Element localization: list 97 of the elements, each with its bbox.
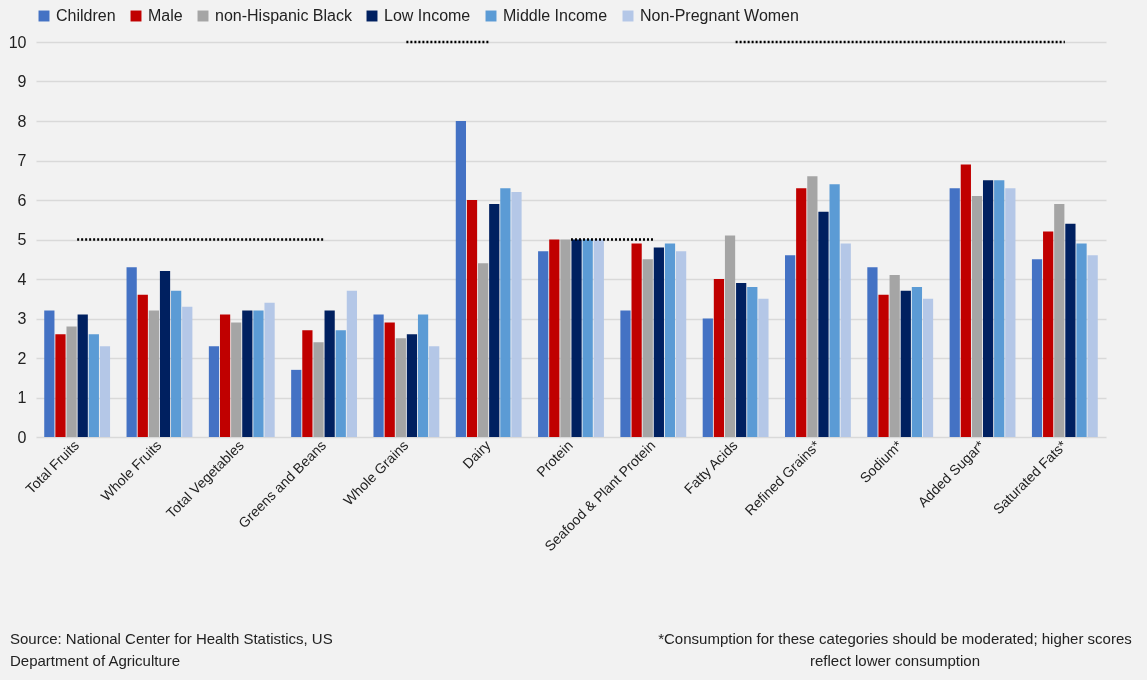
bar (346, 290, 357, 437)
bar (747, 286, 758, 437)
bar (208, 346, 220, 437)
bar (878, 294, 889, 437)
bar (960, 164, 971, 437)
bar (466, 200, 478, 437)
bar (159, 271, 171, 437)
bar (900, 290, 911, 437)
bar (1087, 255, 1098, 437)
bar (702, 318, 713, 437)
text: *Consumption for these categories should be moderated; higher scores reflect lower consumption (657, 629, 1133, 671)
bar (664, 243, 676, 437)
bar (1076, 243, 1087, 437)
y-tick-label: 0 (17, 428, 27, 446)
bar (171, 290, 182, 437)
y-tick-label: 3 (17, 310, 27, 327)
y-tick-label: 2 (17, 349, 27, 367)
bar (291, 369, 302, 437)
bar (1065, 223, 1076, 437)
bar (807, 176, 818, 437)
bar (538, 251, 549, 437)
legend-label: Children (56, 7, 116, 24)
bar (982, 180, 994, 437)
bar (676, 251, 687, 437)
bar (736, 282, 747, 437)
bar (395, 338, 406, 437)
bar (713, 279, 725, 437)
bar (455, 121, 466, 437)
bar (867, 267, 878, 437)
bar (582, 239, 593, 437)
bar (324, 310, 335, 437)
bar (549, 239, 560, 437)
bar (796, 188, 807, 437)
bar (829, 184, 840, 437)
bar (219, 314, 231, 437)
bar (253, 310, 264, 437)
bar (77, 314, 88, 437)
bar (126, 267, 137, 437)
y-tick-label: 7 (17, 152, 27, 169)
bar (313, 342, 324, 437)
bar (631, 243, 642, 437)
y-tick-label: 1 (17, 389, 27, 406)
bar (55, 334, 66, 437)
y-tick-label: 6 (17, 191, 27, 209)
bar (620, 310, 631, 437)
bar (889, 275, 900, 437)
bar (429, 346, 440, 437)
bar (231, 322, 242, 437)
bar (511, 192, 522, 437)
bar (264, 302, 275, 437)
bar (758, 298, 769, 437)
bar (593, 239, 604, 437)
bar (949, 188, 960, 437)
bar (373, 314, 384, 437)
bar (148, 310, 160, 437)
source-note: Source: National Center for Health Statistics, US Department of Agriculture (10, 629, 334, 671)
bar (642, 259, 653, 437)
bar (182, 306, 193, 437)
legend-label: Non-Pregnant Women (640, 7, 799, 24)
bar (406, 334, 418, 437)
legend-label: Middle Income (503, 7, 608, 24)
bar (44, 310, 55, 437)
bar (818, 211, 829, 437)
bar (417, 314, 429, 437)
bar (66, 326, 77, 437)
y-tick-label: 10 (8, 33, 27, 51)
bar (335, 330, 346, 437)
bar (1054, 203, 1065, 437)
bar (99, 346, 111, 437)
bar (724, 235, 736, 437)
bar (994, 180, 1005, 437)
bar (1031, 259, 1043, 437)
bar (840, 243, 851, 437)
y-tick-label: 8 (17, 112, 27, 130)
bar (1043, 231, 1054, 437)
bar (560, 239, 571, 437)
bar (384, 322, 395, 437)
bar (489, 203, 500, 437)
y-tick-label: 4 (17, 270, 27, 288)
bar (971, 196, 983, 437)
y-tick-label: 9 (17, 73, 27, 90)
bar (137, 294, 148, 437)
bar (478, 263, 489, 437)
bar (242, 310, 253, 437)
bar (911, 286, 923, 437)
bar (302, 330, 313, 437)
y-tick-label: 5 (17, 231, 27, 248)
bar (922, 298, 934, 437)
bar (571, 239, 582, 437)
bar (1005, 188, 1016, 437)
bar (653, 247, 664, 437)
bar (500, 188, 511, 437)
legend-label: Male (148, 7, 183, 24)
bar (88, 334, 99, 437)
bar (785, 255, 796, 437)
legend-label: non-Hispanic Black (215, 7, 353, 24)
legend-label: Low Income (384, 7, 471, 24)
